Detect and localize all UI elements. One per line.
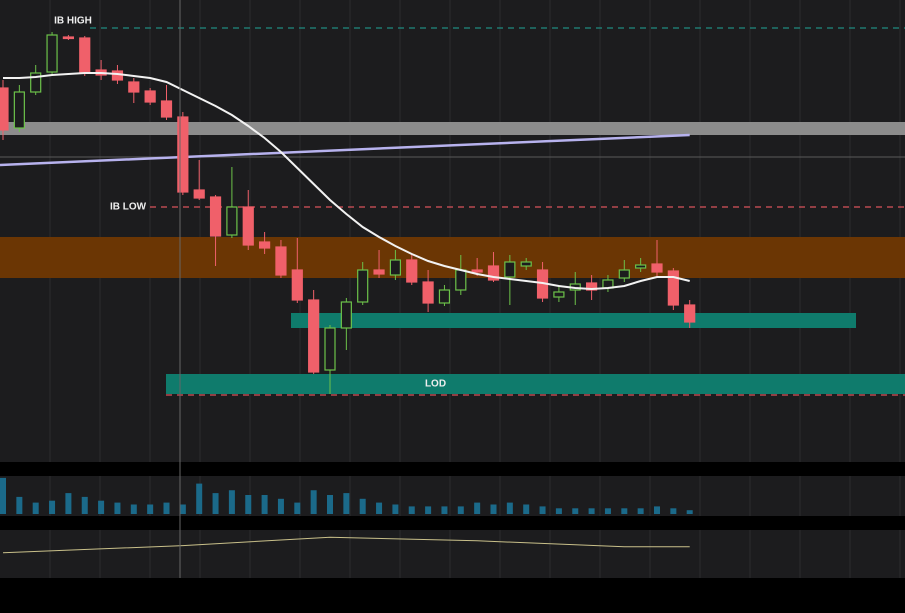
volume-bar	[376, 502, 383, 514]
volume-bar	[392, 504, 399, 514]
volume-bar	[506, 502, 513, 514]
candle-body	[160, 100, 173, 118]
volume-bar	[686, 510, 693, 514]
candle-body	[0, 87, 9, 131]
moving-average	[3, 72, 690, 291]
candle-body	[618, 269, 630, 279]
candle-body	[553, 291, 565, 298]
volume-bar	[670, 508, 677, 514]
volume-bar	[441, 506, 448, 514]
volume-bar	[343, 493, 350, 514]
candle-body	[308, 299, 320, 373]
volume-bar	[130, 504, 137, 514]
volume-bar	[277, 498, 284, 514]
volume-bar	[163, 502, 170, 514]
volume-bar	[555, 508, 562, 514]
volume-bar	[425, 506, 432, 514]
candle-body	[209, 196, 222, 237]
candle-body	[144, 90, 156, 103]
volume-bar	[474, 502, 481, 514]
candle-body	[275, 246, 287, 276]
volume-bar	[212, 493, 219, 514]
volume-bar	[637, 508, 644, 514]
trendline	[0, 133, 690, 167]
candle-body	[62, 36, 75, 40]
level-label: IB LOW	[110, 202, 147, 213]
zone	[0, 237, 905, 278]
volume-bar	[245, 495, 252, 514]
zone	[291, 313, 856, 328]
candle-body	[487, 265, 500, 281]
volume-bar	[49, 500, 56, 514]
candle-body	[504, 261, 516, 278]
volume-bar	[196, 483, 203, 514]
volume-bar	[98, 500, 105, 514]
zone	[166, 374, 905, 394]
candle-body	[13, 91, 25, 129]
candle-body	[455, 269, 467, 291]
candle-body	[471, 269, 483, 273]
candle-body	[340, 301, 352, 329]
candle-body	[389, 259, 401, 276]
candle-body	[406, 259, 418, 283]
candle-body	[193, 189, 205, 199]
candle-body	[46, 34, 58, 73]
volume-bar	[0, 477, 6, 514]
candle-body	[226, 206, 238, 236]
volume-bar	[179, 504, 186, 514]
level-label: IB HIGH	[54, 16, 92, 27]
volume-bar	[81, 496, 88, 514]
candle-body	[667, 270, 679, 306]
oscillator-pane	[0, 530, 905, 578]
volume-bar	[359, 498, 366, 514]
candle-body	[373, 269, 385, 275]
volume-bar	[32, 502, 39, 514]
candle-body	[324, 327, 336, 371]
volume-bar	[621, 508, 628, 514]
zone-label: LOD	[425, 379, 446, 390]
oscillator-line	[2, 536, 690, 554]
volume-bar	[16, 496, 23, 514]
candle-body	[438, 289, 451, 304]
candle-body	[30, 72, 42, 93]
volume-bar	[261, 495, 268, 514]
volume-bar	[310, 490, 317, 514]
candle-body	[422, 281, 434, 304]
plot: LOD IB HIGH IB LOW	[0, 16, 905, 554]
volume-bar	[604, 508, 611, 514]
candle-body	[520, 261, 532, 267]
volume-bar	[408, 506, 415, 514]
volume-bar	[114, 502, 121, 514]
volume-bar	[572, 508, 579, 514]
zone	[0, 122, 905, 135]
candle-body	[291, 269, 303, 301]
candle-body	[651, 263, 663, 273]
candle-body	[635, 264, 647, 269]
candle-body	[684, 304, 696, 323]
volume-bar	[457, 506, 464, 514]
volume-bar	[523, 504, 530, 514]
candle-body	[357, 269, 369, 303]
volume-bar	[147, 504, 154, 514]
volume-bar	[294, 502, 301, 514]
candle-body	[79, 37, 91, 74]
candle-body	[128, 81, 140, 93]
volume-bar	[490, 504, 497, 514]
volume-bar	[327, 495, 333, 514]
volume-bar	[539, 506, 546, 514]
candle-body	[259, 241, 271, 249]
volume-bar	[65, 493, 72, 514]
volume-bar	[228, 490, 235, 514]
candle-body	[177, 116, 189, 193]
candle-body	[111, 70, 124, 81]
volume-bar	[588, 508, 595, 514]
candle-body	[242, 206, 254, 246]
volume-bar	[654, 506, 660, 514]
